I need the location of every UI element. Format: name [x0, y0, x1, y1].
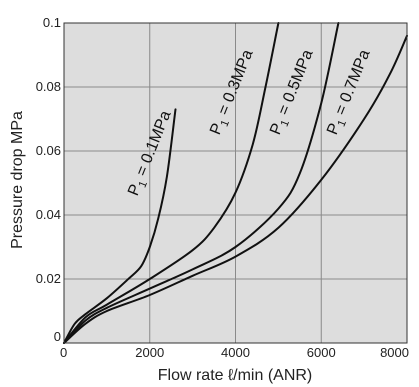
y-tick-label: 0.04 — [36, 207, 61, 222]
y-tick-label: 0.1 — [43, 15, 61, 30]
series-line — [63, 34, 408, 344]
plot-border — [63, 22, 408, 344]
y-tick-label: 0.02 — [36, 271, 61, 286]
series-line — [63, 108, 177, 344]
y-tick-label: 0 — [54, 329, 61, 344]
y-tick-labels: 0 0.02 0.04 0.06 0.08 0.1 — [36, 15, 61, 344]
y-axis-label: Pressure drop MPa — [9, 111, 26, 249]
series-lines — [63, 22, 408, 344]
x-tick-label: 6000 — [307, 345, 336, 360]
x-tick-labels: 0 2000 4000 6000 8000 — [60, 345, 409, 360]
y-tick-label: 0.06 — [36, 143, 61, 158]
x-tick-label: 4000 — [221, 345, 250, 360]
series-line — [63, 22, 340, 344]
x-axis-label: Flow rate ℓ/min (ANR) — [158, 367, 313, 384]
grid — [64, 23, 407, 343]
x-tick-label: 2000 — [135, 345, 164, 360]
x-tick-label: 0 — [60, 345, 67, 360]
series-line — [63, 22, 280, 344]
x-tick-label: 8000 — [380, 345, 409, 360]
y-tick-label: 0.08 — [36, 79, 61, 94]
